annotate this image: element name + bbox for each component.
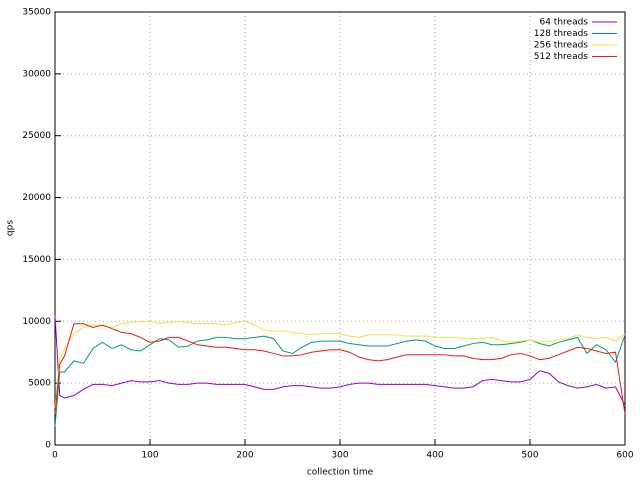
x-tick-label: 500 <box>521 451 538 461</box>
x-tick-label: 100 <box>141 451 158 461</box>
legend-label: 64 threads <box>539 18 588 28</box>
series-line <box>54 315 626 406</box>
legend-label: 128 threads <box>534 29 589 39</box>
series-line <box>54 320 626 408</box>
x-axis-label: collection time <box>307 468 374 478</box>
y-tick-label: 25000 <box>22 131 51 141</box>
y-tick-label: 20000 <box>22 193 51 203</box>
legend-label: 512 threads <box>534 52 589 62</box>
y-tick-label: 10000 <box>22 317 51 327</box>
x-tick-label: 600 <box>616 451 633 461</box>
legend-label: 256 threads <box>534 41 589 51</box>
y-tick-label: 0 <box>45 441 51 451</box>
x-tick-label: 0 <box>52 451 58 461</box>
y-tick-label: 35000 <box>22 8 51 18</box>
plot-border <box>54 11 626 446</box>
y-axis-label: qps <box>6 220 16 236</box>
x-tick-label: 200 <box>236 451 253 461</box>
y-tick-label: 15000 <box>22 255 51 265</box>
y-tick-label: 5000 <box>28 379 51 389</box>
x-tick-label: 300 <box>331 451 348 461</box>
y-tick-label: 30000 <box>22 69 51 79</box>
x-tick-label: 400 <box>426 451 443 461</box>
series-line <box>54 323 626 415</box>
